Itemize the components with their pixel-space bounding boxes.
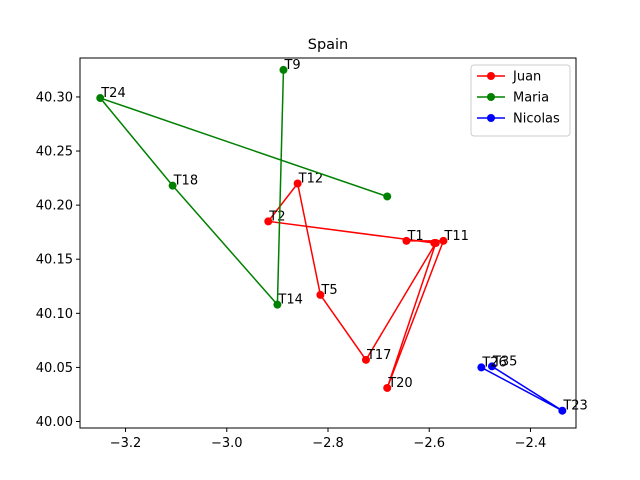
data-point (477, 363, 486, 372)
series-juan: T1 T11 T20 T17 T5 T12 T2 (264, 171, 469, 392)
y-tick-label: 40.30 (36, 90, 73, 105)
data-point (439, 236, 448, 245)
x-tick-label: −3.0 (211, 436, 243, 451)
x-tick-label: −2.6 (413, 436, 445, 451)
series-maria: T24 T18 T14 T9 (96, 58, 392, 309)
legend-item: Nicolas (477, 112, 560, 127)
data-point (316, 290, 325, 299)
series-nicolas: T26 T23 T35 (477, 354, 588, 415)
y-tick-label: 40.25 (36, 145, 73, 160)
point-label: T26 (481, 355, 506, 370)
point-label: T18 (173, 174, 198, 189)
data-point (96, 94, 105, 103)
data-point (487, 362, 496, 371)
data-point (293, 179, 302, 188)
point-label: T35 (492, 354, 517, 369)
point-label: T11 (443, 229, 468, 244)
data-point (558, 406, 567, 415)
y-tick-label: 40.05 (36, 361, 73, 376)
data-point (361, 355, 370, 364)
chart-title: Spain (308, 37, 349, 53)
data-point (430, 239, 439, 247)
axes: −3.2 −3.0 −2.8 −2.6 −2.4 40.00 40.05 40.10 40.15… (36, 90, 546, 451)
legend-label: Maria (513, 91, 549, 106)
point-label: T17 (366, 348, 391, 363)
point-label: T23 (562, 399, 587, 414)
legend-label: Nicolas (513, 112, 560, 127)
plot-area: T1 T11 T20 T17 T5 T12 T2 T24 T18 T14 T9 T26 T23 T35 (96, 58, 588, 415)
legend-swatch-marker (487, 93, 495, 101)
legend-swatch-marker (487, 72, 495, 80)
x-tick-label: −2.8 (312, 436, 344, 451)
point-label: T9 (283, 58, 300, 73)
legend-item: Maria (477, 91, 549, 106)
y-tick-label: 40.10 (36, 307, 73, 322)
x-tick-label: −2.4 (515, 436, 547, 451)
legend-item: Juan (477, 70, 541, 85)
series-line (481, 365, 563, 412)
legend: Juan Maria Nicolas (470, 64, 571, 137)
point-label: T14 (277, 293, 302, 308)
data-point (402, 236, 411, 245)
x-tick-label: −3.2 (110, 436, 142, 451)
legend-swatch-marker (487, 114, 495, 122)
point-label: T5 (320, 283, 337, 298)
point-label: T12 (298, 171, 323, 186)
data-point (383, 383, 392, 392)
y-tick-label: 40.20 (36, 199, 73, 214)
data-point (273, 300, 282, 309)
series-line (266, 181, 445, 389)
data-point (383, 192, 392, 201)
point-label: T2 (268, 209, 285, 224)
y-tick-label: 40.15 (36, 253, 73, 268)
point-label: T20 (387, 376, 412, 391)
legend-label: Juan (512, 70, 541, 85)
point-label: T24 (100, 86, 125, 101)
data-point (168, 181, 177, 190)
data-point (264, 217, 273, 226)
data-point (279, 65, 288, 74)
y-tick-label: 40.00 (36, 415, 73, 430)
point-label: T1 (406, 229, 423, 244)
series-line (97, 69, 388, 307)
